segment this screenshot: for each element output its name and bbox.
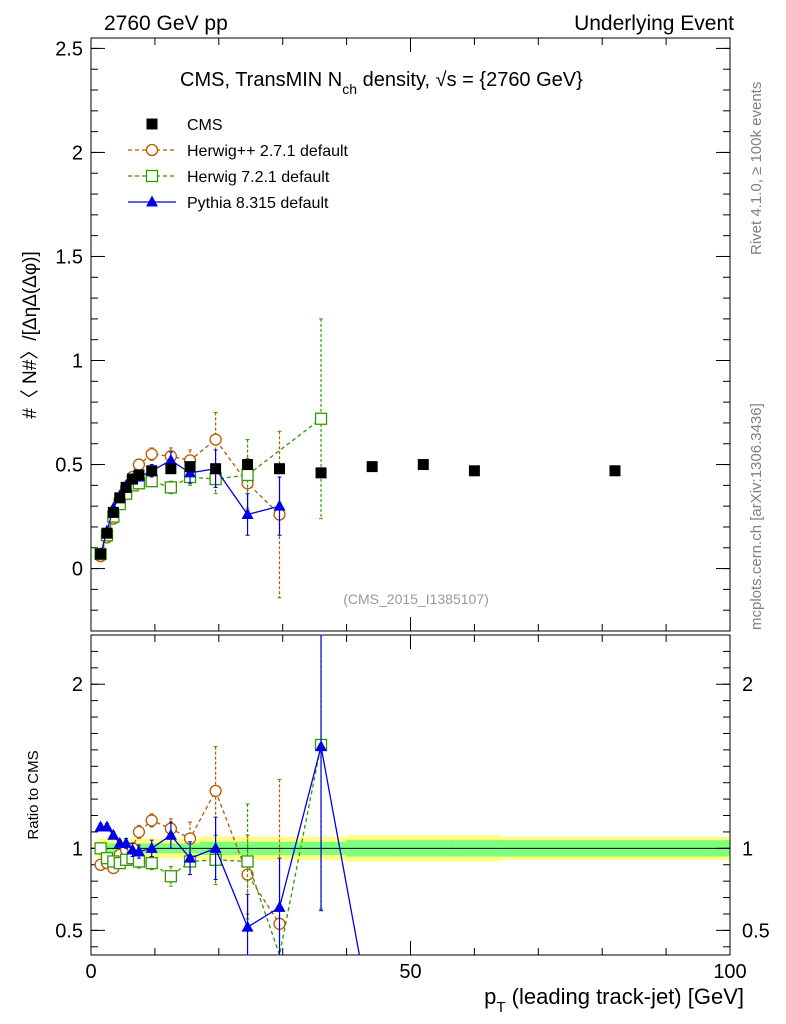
- data-point: [145, 169, 159, 183]
- ratio-ytick-label-right: 1: [742, 838, 753, 860]
- data-point: [184, 461, 196, 473]
- title-subscript: ch: [342, 81, 357, 97]
- ratio-ytick-label: 0.5: [55, 920, 83, 942]
- data-point: [165, 463, 177, 475]
- xtick-label: 50: [399, 961, 421, 983]
- data-point: [145, 447, 158, 461]
- data-point: [94, 842, 107, 855]
- legend-label: Herwig++ 2.7.1 default: [187, 143, 349, 160]
- main-ylabel: #〈 N#〉/[ΔηΔ(Δφ)]: [19, 251, 41, 419]
- header-right: Underlying Event: [574, 12, 734, 35]
- title-part-b: density,: [357, 69, 436, 91]
- ratio-ytick-label: 1: [72, 838, 83, 860]
- ratio-ytick-label-right: 2: [742, 674, 753, 696]
- title-part-a: CMS, TransMIN N: [180, 69, 342, 91]
- data-point: [145, 814, 158, 827]
- xlabel: pT (leading track-jet) [GeV]: [484, 984, 744, 1016]
- data-point: [209, 784, 222, 798]
- legend: CMS Herwig++ 2.7.1 default Herwig 7.2.1 de…: [128, 117, 349, 212]
- data-point: [241, 468, 254, 482]
- ytick-label: 0.5: [55, 455, 83, 477]
- data-point: [145, 856, 158, 870]
- data-point: [164, 481, 178, 494]
- analysis-watermark: (CMS_2015_I1385107): [343, 591, 489, 607]
- data-point: [120, 836, 133, 848]
- data-point: [241, 507, 254, 519]
- data-point: [132, 845, 145, 857]
- data-point: [127, 473, 139, 485]
- xtick-label: 0: [85, 961, 96, 983]
- ratio-ytick-label-right: 0.5: [742, 920, 770, 942]
- data-point: [145, 841, 158, 853]
- xlabel-subscript: T: [496, 999, 505, 1016]
- title-part-c: s = {2760 GeV}: [447, 69, 584, 91]
- data-point: [133, 469, 145, 481]
- data-point: [100, 820, 113, 832]
- data-point: [468, 465, 480, 477]
- ratio-ylabel: Ratio to CMS: [25, 750, 42, 839]
- ratio-frame: [90, 634, 731, 956]
- legend-label: Pythia 8.315 default: [187, 195, 329, 212]
- rivet-label: Rivet 4.1.0, ≥ 100k events: [748, 82, 765, 255]
- data-point: [315, 740, 328, 752]
- data-point: [107, 828, 120, 840]
- data-point: [609, 465, 621, 477]
- data-point: [209, 433, 222, 446]
- ratio-data-marks: [94, 634, 361, 958]
- ytick-label: 2: [72, 142, 83, 164]
- data-point: [132, 825, 146, 839]
- ytick-label: 0: [72, 559, 83, 581]
- data-point: [101, 527, 113, 539]
- data-point: [241, 855, 254, 868]
- data-point: [184, 851, 197, 863]
- data-point: [146, 465, 158, 477]
- data-point: [95, 548, 107, 560]
- data-point: [274, 463, 286, 475]
- data-point: [145, 143, 159, 157]
- data-point: [366, 461, 378, 473]
- header-left: 2760 GeV pp: [104, 12, 228, 35]
- main-data-marks: [94, 318, 621, 599]
- legend-label: CMS: [187, 117, 223, 134]
- data-point: [273, 900, 286, 912]
- ytick-label: 1: [72, 351, 83, 373]
- axes-ticks: 00.511.522.50.5 0.51 12 20 50 100: [55, 38, 770, 983]
- sqrt-symbol: √: [436, 69, 447, 91]
- data-point: [164, 828, 177, 840]
- data-point: [242, 459, 254, 471]
- ytick-label: 1.5: [55, 246, 83, 268]
- data-point: [132, 458, 146, 471]
- data-point: [314, 412, 328, 425]
- xlabel-p: p: [484, 984, 496, 1009]
- data-point: [107, 506, 119, 518]
- main-title: CMS, TransMIN Nch density, √s = {2760 Ge…: [180, 69, 583, 97]
- mcplots-label: mcplots.cern.ch [arXiv:1306.3436]: [748, 403, 765, 630]
- data-point: [164, 870, 178, 883]
- data-point: [417, 459, 429, 471]
- data-point: [120, 481, 132, 493]
- data-point: [146, 118, 158, 130]
- xlabel-rest: (leading track-jet) [GeV]: [506, 984, 744, 1009]
- data-point: [209, 841, 222, 853]
- data-point: [315, 467, 327, 479]
- data-point: [241, 920, 254, 932]
- data-point: [114, 492, 126, 504]
- data-point: [164, 453, 177, 465]
- xtick-label: 100: [713, 961, 746, 983]
- data-point: [273, 499, 286, 511]
- data-point: [210, 463, 222, 475]
- legend-label: Herwig 7.2.1 default: [187, 169, 330, 186]
- ytick-label: 2.5: [55, 38, 83, 60]
- series-line: [100, 744, 322, 958]
- ratio-ytick-label: 2: [72, 674, 83, 696]
- data-point: [146, 195, 158, 207]
